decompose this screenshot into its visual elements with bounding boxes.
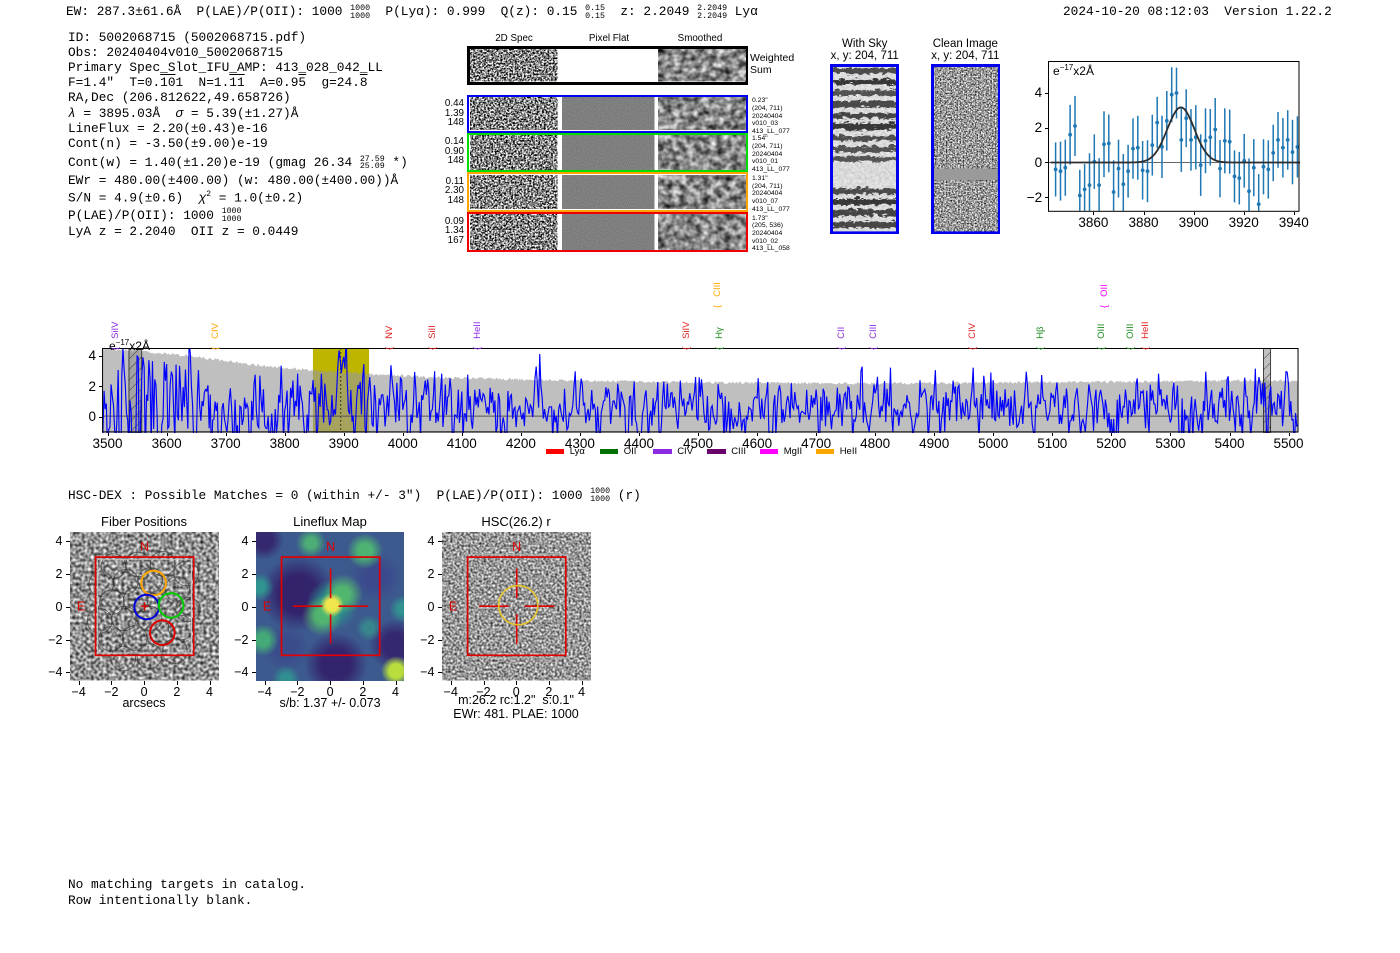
svg-text:N: N <box>140 540 149 554</box>
svg-text:N: N <box>512 540 521 554</box>
svg-text:E: E <box>262 600 270 614</box>
svg-text:E: E <box>448 600 456 614</box>
svg-text:E: E <box>76 600 84 614</box>
svg-text:N: N <box>326 540 335 554</box>
